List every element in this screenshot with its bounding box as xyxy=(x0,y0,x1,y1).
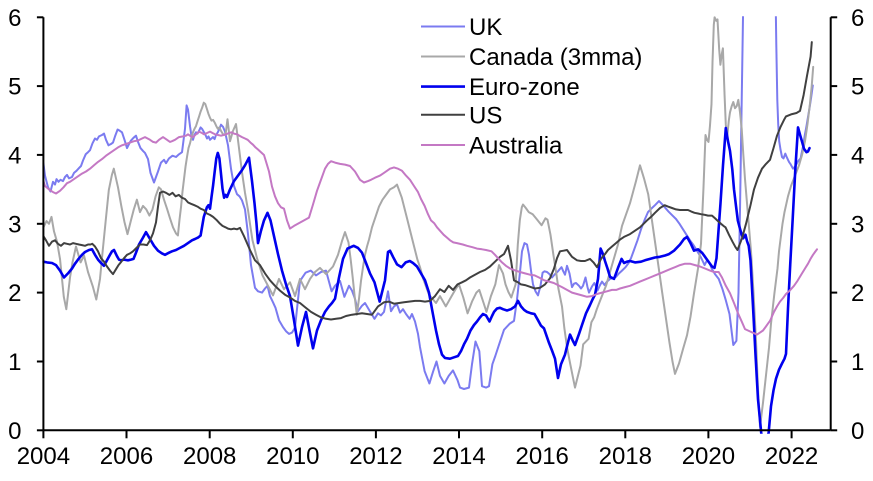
svg-text:Euro-zone: Euro-zone xyxy=(469,74,580,101)
svg-text:1: 1 xyxy=(8,349,21,376)
svg-text:UK: UK xyxy=(469,14,502,41)
svg-text:2012: 2012 xyxy=(349,443,402,470)
svg-text:4: 4 xyxy=(851,142,864,169)
svg-text:0: 0 xyxy=(8,418,21,445)
svg-text:6: 6 xyxy=(8,5,21,32)
svg-text:2010: 2010 xyxy=(266,443,319,470)
svg-text:2018: 2018 xyxy=(599,443,652,470)
svg-text:2014: 2014 xyxy=(432,443,485,470)
svg-text:3: 3 xyxy=(8,211,21,238)
svg-text:6: 6 xyxy=(851,5,864,32)
svg-text:2004: 2004 xyxy=(17,443,70,470)
svg-text:5: 5 xyxy=(851,74,864,101)
svg-text:2: 2 xyxy=(8,280,21,307)
svg-text:2020: 2020 xyxy=(682,443,735,470)
svg-text:2: 2 xyxy=(851,280,864,307)
svg-text:2006: 2006 xyxy=(100,443,153,470)
svg-text:Canada (3mma): Canada (3mma) xyxy=(469,44,642,71)
svg-text:2008: 2008 xyxy=(183,443,236,470)
svg-text:2022: 2022 xyxy=(765,443,818,470)
svg-text:US: US xyxy=(469,102,502,129)
svg-text:2016: 2016 xyxy=(516,443,569,470)
svg-text:0: 0 xyxy=(851,418,864,445)
svg-text:4: 4 xyxy=(8,142,21,169)
svg-text:3: 3 xyxy=(851,211,864,238)
svg-text:1: 1 xyxy=(851,349,864,376)
svg-text:5: 5 xyxy=(8,74,21,101)
svg-text:Australia: Australia xyxy=(469,133,563,160)
